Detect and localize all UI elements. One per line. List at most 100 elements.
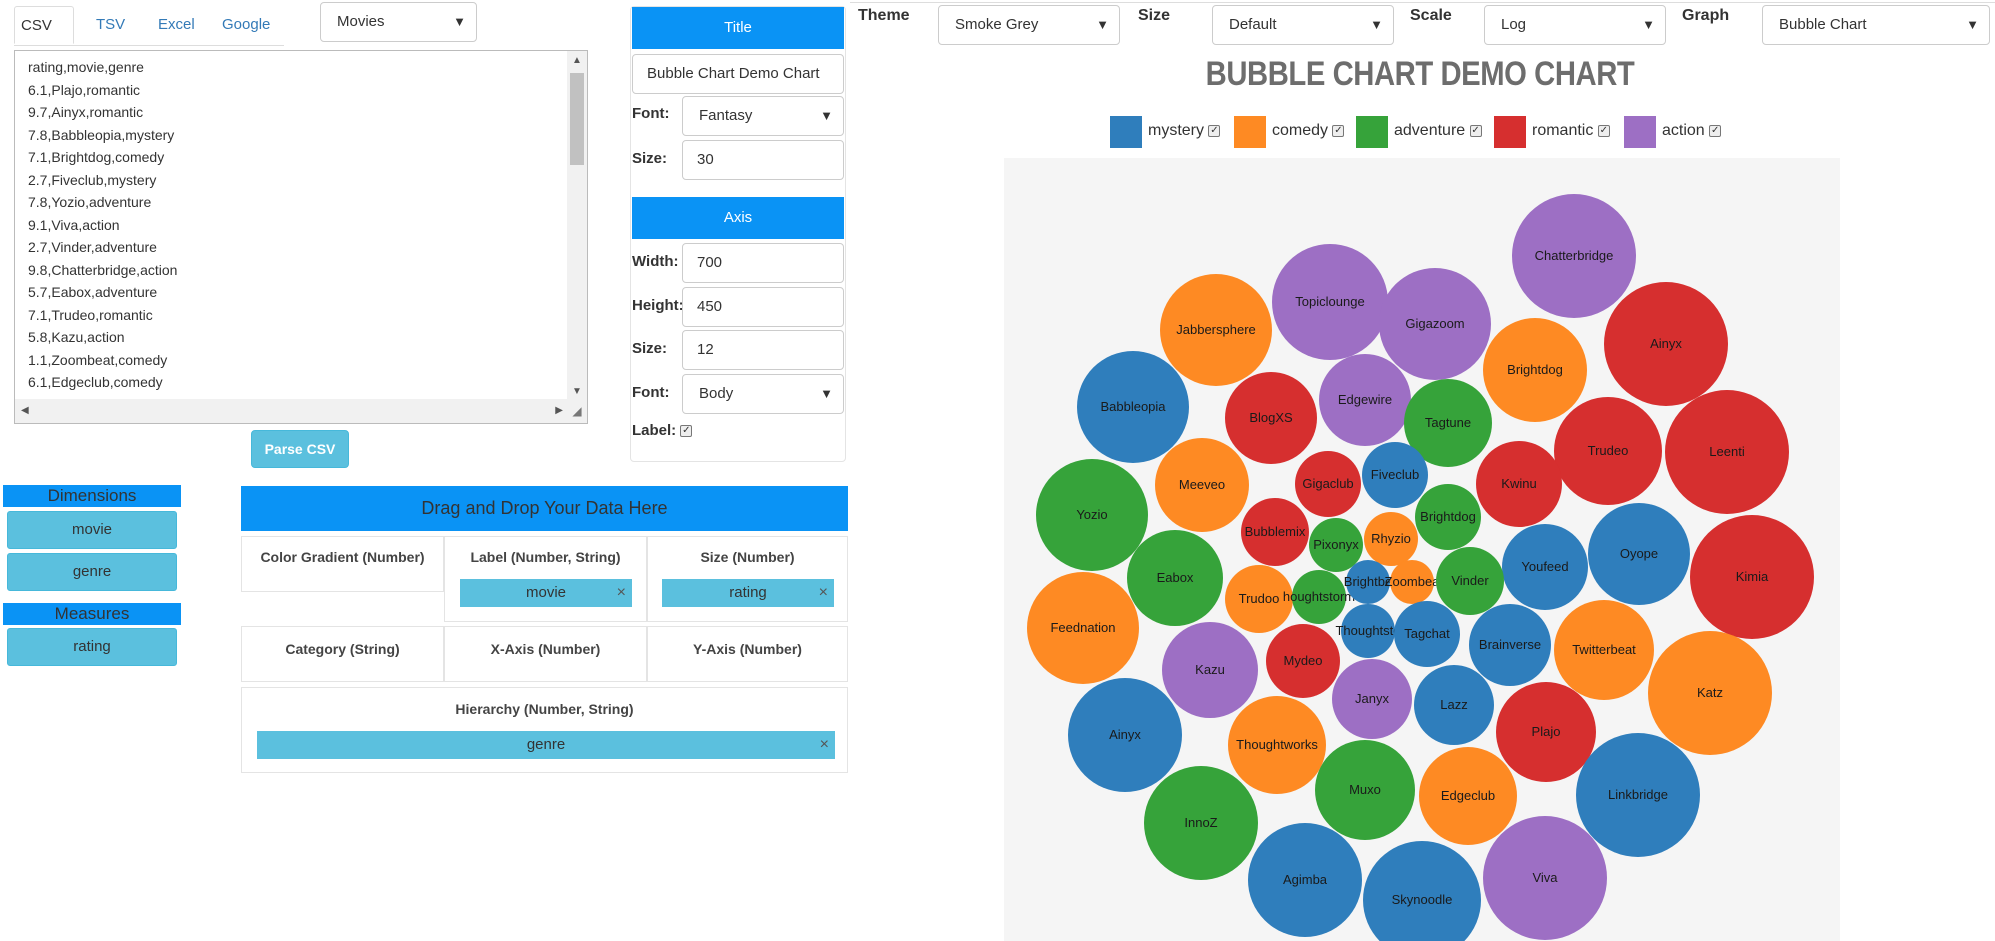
title-size-input[interactable]: 30 <box>682 140 844 180</box>
bubble-adventure[interactable]: Vinder <box>1436 547 1504 615</box>
legend-checkbox[interactable]: ✓ <box>1332 124 1345 137</box>
bubble-comedy[interactable]: Thoughtworks <box>1228 696 1326 794</box>
bubble-circle[interactable] <box>1496 682 1596 782</box>
bubble-mystery[interactable]: Brightbe <box>1344 560 1392 604</box>
bubble-circle[interactable] <box>1027 572 1139 684</box>
bubble-circle[interactable] <box>1588 503 1690 605</box>
bubble-romantic[interactable]: Ainyx <box>1604 282 1728 406</box>
dropzone-x-axis[interactable]: X-Axis (Number) <box>444 626 647 682</box>
parse-csv-button[interactable]: Parse CSV <box>251 430 349 468</box>
legend-checkbox[interactable]: ✓ <box>1208 124 1221 137</box>
tab-google[interactable]: Google <box>222 16 271 33</box>
bubble-action[interactable]: Edgewire <box>1319 354 1411 446</box>
bubble-circle[interactable] <box>1554 600 1654 700</box>
dropzone-label[interactable]: Label (Number, String) movie × <box>444 536 647 622</box>
dataset-select[interactable]: Movies ▼ <box>320 2 477 42</box>
dropzone-hierarchy[interactable]: Hierarchy (Number, String) genre × <box>241 687 848 773</box>
bubble-comedy[interactable]: Edgeclub <box>1419 747 1517 845</box>
bubble-circle[interactable] <box>1225 565 1293 633</box>
bubble-mystery[interactable]: Thoughtsto <box>1335 604 1401 658</box>
bubble-circle[interactable] <box>1502 524 1588 610</box>
bubble-action[interactable]: Janyx <box>1332 659 1412 739</box>
dimension-genre[interactable]: genre <box>7 553 177 591</box>
bubble-circle[interactable] <box>1648 631 1772 755</box>
title-font-select[interactable]: Fantasy ▼ <box>682 96 844 136</box>
bubble-romantic[interactable]: Trudeo <box>1554 397 1662 505</box>
close-icon[interactable]: × <box>819 736 829 753</box>
theme-select[interactable]: Smoke Grey ▼ <box>938 5 1120 45</box>
bubble-adventure[interactable]: houghtstorm <box>1283 570 1355 624</box>
bubble-romantic[interactable]: Mydeo <box>1266 624 1340 698</box>
bubble-circle[interactable] <box>1068 678 1182 792</box>
scroll-up-icon[interactable]: ▲ <box>572 55 582 66</box>
bubble-mystery[interactable]: Fiveclub <box>1362 442 1428 508</box>
bubble-action[interactable]: Chatterbridge <box>1512 194 1636 318</box>
bubble-romantic[interactable]: Bubblemix <box>1241 498 1309 566</box>
dropzone-color-gradient[interactable]: Color Gradient (Number) <box>241 536 444 592</box>
bubble-circle[interactable] <box>1315 740 1415 840</box>
tab-excel[interactable]: Excel <box>158 16 195 33</box>
bubble-action[interactable]: Topiclounge <box>1272 244 1388 360</box>
tab-tsv[interactable]: TSV <box>96 16 126 33</box>
bubble-circle[interactable] <box>1390 560 1434 604</box>
size-select[interactable]: Default ▼ <box>1212 5 1394 45</box>
bubble-mystery[interactable]: Agimba <box>1248 823 1362 937</box>
bubble-romantic[interactable]: Kwinu <box>1476 441 1562 527</box>
dimension-movie[interactable]: movie <box>7 511 177 549</box>
bubble-mystery[interactable]: Tagchat <box>1394 601 1460 667</box>
measure-rating[interactable]: rating <box>7 628 177 666</box>
bubble-action[interactable]: Gigazoom <box>1379 268 1491 380</box>
bubble-circle[interactable] <box>1665 390 1789 514</box>
bubble-circle[interactable] <box>1162 622 1258 718</box>
bubble-circle[interactable] <box>1415 484 1481 550</box>
horizontal-scrollbar[interactable]: ◀ ▶ <box>15 399 569 423</box>
bubble-circle[interactable] <box>1469 604 1551 686</box>
bubble-romantic[interactable]: BlogXS <box>1225 372 1317 464</box>
resize-grip-icon[interactable]: ◢ <box>567 399 587 423</box>
bubble-mystery[interactable]: Youfeed <box>1502 524 1588 610</box>
bubble-circle[interactable] <box>1341 604 1395 658</box>
axis-width-input[interactable]: 700 <box>682 243 844 283</box>
bubble-comedy[interactable]: Brightdog <box>1483 318 1587 422</box>
scroll-down-icon[interactable]: ▼ <box>572 386 582 397</box>
bubble-comedy[interactable]: Meeveo <box>1155 438 1249 532</box>
axis-size-input[interactable]: 12 <box>682 330 844 370</box>
bubble-circle[interactable] <box>1436 547 1504 615</box>
bubble-circle[interactable] <box>1690 515 1814 639</box>
bubble-mystery[interactable]: Skynoodle <box>1363 841 1481 941</box>
bubble-mystery[interactable]: Babbleopia <box>1077 351 1189 463</box>
bubble-circle[interactable] <box>1155 438 1249 532</box>
bubble-circle[interactable] <box>1241 498 1309 566</box>
bubble-circle[interactable] <box>1512 194 1636 318</box>
bubble-comedy[interactable]: Feednation <box>1027 572 1139 684</box>
tab-csv[interactable]: CSV <box>14 6 74 44</box>
bubble-circle[interactable] <box>1319 354 1411 446</box>
close-icon[interactable]: × <box>616 584 626 601</box>
bubble-comedy[interactable]: Trudoo <box>1225 565 1293 633</box>
bubble-circle[interactable] <box>1077 351 1189 463</box>
bubble-action[interactable]: Kazu <box>1162 622 1258 718</box>
bubble-circle[interactable] <box>1362 442 1428 508</box>
bubble-mystery[interactable]: Lazz <box>1414 665 1494 745</box>
size-chip[interactable]: rating × <box>662 579 834 607</box>
bubble-circle[interactable] <box>1576 733 1700 857</box>
bubble-circle[interactable] <box>1272 244 1388 360</box>
legend-checkbox[interactable]: ✓ <box>1597 124 1610 137</box>
vertical-scrollbar[interactable]: ▲ ▼ <box>567 51 587 401</box>
axis-font-select[interactable]: Body ▼ <box>682 374 844 414</box>
bubble-adventure[interactable]: Muxo <box>1315 740 1415 840</box>
bubble-romantic[interactable]: Leenti <box>1665 390 1789 514</box>
csv-textarea[interactable]: rating,movie,genre 6.1,Plajo,romantic 9.… <box>14 50 588 424</box>
bubble-circle[interactable] <box>1346 560 1390 604</box>
bubble-adventure[interactable]: Pixonyx <box>1309 518 1363 572</box>
bubble-comedy[interactable]: Katz <box>1648 631 1772 755</box>
scale-select[interactable]: Log ▼ <box>1484 5 1666 45</box>
bubble-romantic[interactable]: Plajo <box>1496 682 1596 782</box>
bubble-circle[interactable] <box>1309 518 1363 572</box>
bubble-romantic[interactable]: Kimia <box>1690 515 1814 639</box>
bubble-circle[interactable] <box>1476 441 1562 527</box>
bubble-comedy[interactable]: Jabbersphere <box>1160 274 1272 386</box>
bubble-mystery[interactable]: Oyope <box>1588 503 1690 605</box>
bubble-mystery[interactable]: Linkbridge <box>1576 733 1700 857</box>
bubble-circle[interactable] <box>1036 459 1148 571</box>
